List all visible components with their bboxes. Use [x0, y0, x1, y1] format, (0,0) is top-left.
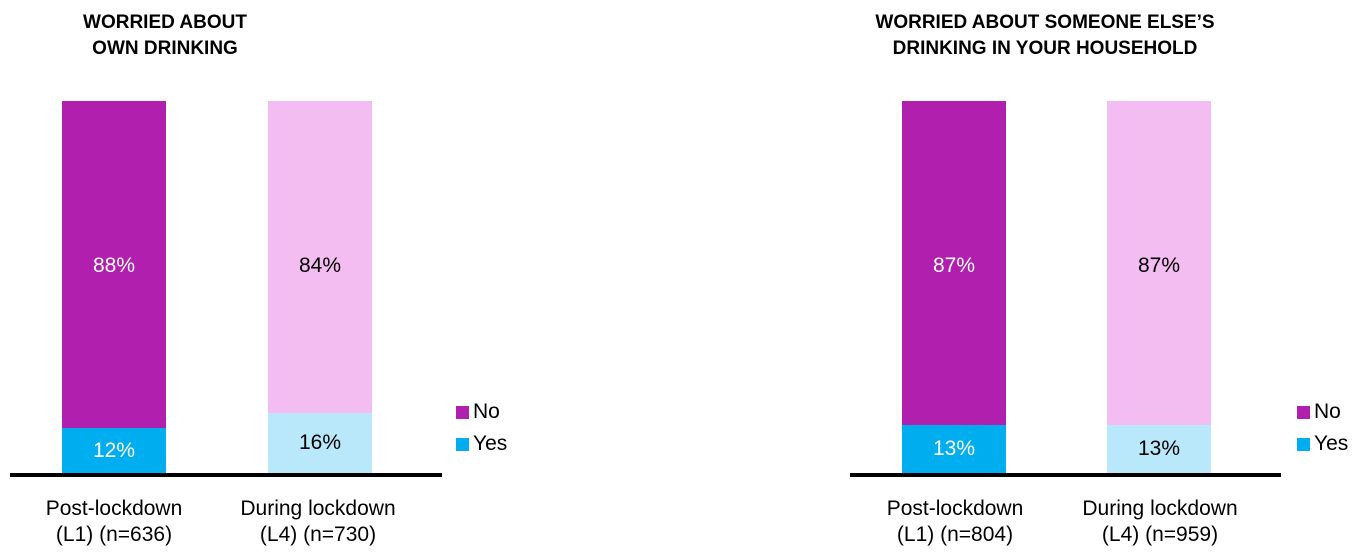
- legend-swatch-no: [456, 405, 469, 419]
- legend: No Yes: [456, 396, 507, 460]
- data-label: 88%: [92, 254, 136, 277]
- chart-title: WORRIED ABOUT SOMEONE ELSE’S DRINKING IN…: [875, 12, 1215, 59]
- bar-yes-post-lockdown: 13%: [902, 424, 1006, 473]
- bar-no-post-lockdown: 87%: [902, 101, 1006, 425]
- category-label: Post-lockdown (L1) (n=636): [45, 497, 183, 546]
- bar-yes-during-lockdown: 13%: [1107, 424, 1211, 473]
- legend-label: No: [473, 400, 500, 423]
- legend-swatch-yes: [1297, 437, 1310, 451]
- bar-yes-during-lockdown: 16%: [268, 413, 372, 473]
- data-label: 87%: [932, 254, 976, 277]
- data-label: 87%: [1137, 254, 1181, 277]
- x-axis-baseline: [10, 473, 442, 477]
- bar-no-during-lockdown: 87%: [1107, 101, 1211, 425]
- category-label: During lockdown (L4) (n=730): [240, 497, 396, 546]
- legend-item-no: No: [1297, 396, 1348, 428]
- legend-item-yes: Yes: [1297, 428, 1348, 460]
- legend-item-no: No: [456, 396, 507, 428]
- legend: No Yes: [1297, 396, 1348, 460]
- legend-swatch-no: [1297, 405, 1310, 419]
- data-label: 84%: [298, 254, 342, 277]
- bar-no-during-lockdown: 84%: [268, 101, 372, 414]
- data-label: 12%: [92, 438, 136, 462]
- legend-label: Yes: [473, 432, 508, 455]
- x-axis-baseline: [850, 473, 1281, 477]
- legend-label: No: [1314, 400, 1341, 423]
- category-label: Post-lockdown (L1) (n=804): [886, 497, 1024, 546]
- chart-title: WORRIED ABOUT OWN DRINKING: [83, 12, 247, 59]
- legend-label: Yes: [1314, 432, 1349, 455]
- bar-no-post-lockdown: 88%: [62, 101, 166, 429]
- legend-item-yes: Yes: [456, 428, 507, 460]
- category-label: During lockdown (L4) (n=959): [1082, 497, 1238, 546]
- data-label: 13%: [1137, 436, 1181, 460]
- bar-yes-post-lockdown: 12%: [62, 428, 166, 473]
- data-label: 16%: [298, 431, 342, 455]
- legend-swatch-yes: [456, 437, 469, 451]
- data-label: 13%: [932, 436, 976, 460]
